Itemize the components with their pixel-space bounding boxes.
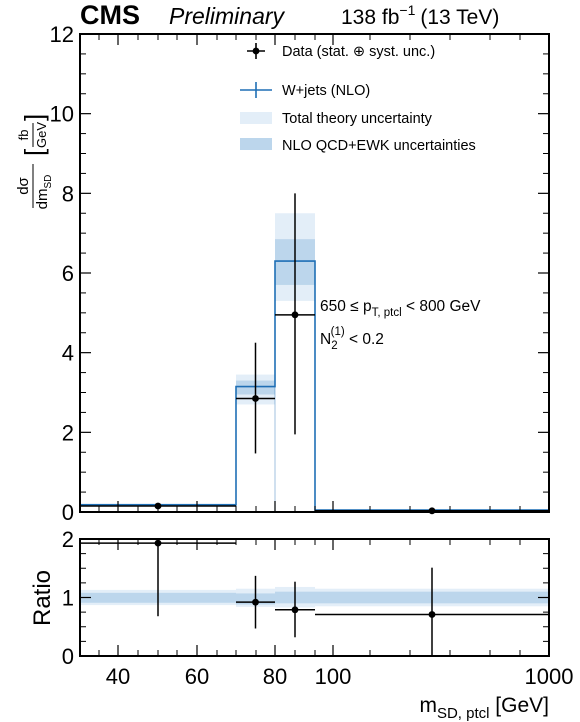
lumi-label: 138 fb−1 (13 TeV) <box>341 2 499 29</box>
legend-data-marker <box>247 43 265 59</box>
data-point <box>291 311 299 319</box>
data-point <box>428 507 436 515</box>
ratio-x-ticks: 40 60 80 100 1000 <box>98 539 574 689</box>
y-tick-label: 8 <box>62 181 74 206</box>
ratio-y-tick-label: 0 <box>62 644 74 669</box>
legend: Data (stat. ⊕ syst. unc.) W+jets (NLO) T… <box>240 43 476 154</box>
main-x-ticks <box>98 34 550 512</box>
main-y-ticks: 0 2 4 6 8 10 12 <box>50 22 549 525</box>
legend-mc-label: W+jets (NLO) <box>282 83 370 99</box>
svg-text:[: [ <box>19 148 49 156</box>
legend-theory-label: Total theory uncertainty <box>282 111 433 127</box>
y-tick-label: 10 <box>50 102 74 127</box>
ratio-point <box>428 611 436 618</box>
ratio-y-tick-label: 2 <box>62 527 74 552</box>
ratio-panel: 0 1 2 40 60 80 100 1000 <box>62 527 574 689</box>
lumi-value: 138 fb <box>341 6 399 29</box>
y-tick-label: 6 <box>62 261 74 286</box>
x-tick-label: 100 <box>315 664 352 689</box>
preliminary-label: Preliminary <box>169 3 286 29</box>
svg-text:fb: fb <box>16 130 31 141</box>
energy-label: (13 TeV) <box>420 6 499 29</box>
svg-text:dσ: dσ <box>15 176 32 194</box>
ratio-y-tick-label: 1 <box>62 586 74 611</box>
x-tick-label: 40 <box>106 664 130 689</box>
n2-selection-label: N2(1) < 0.2 <box>320 326 384 352</box>
ratio-data-points <box>80 539 549 656</box>
legend-qcdewk-swatch <box>240 138 272 150</box>
lumi-exp: −1 <box>399 2 415 18</box>
ratio-bands <box>80 586 549 608</box>
svg-text:dmSD: dmSD <box>34 175 54 210</box>
cms-label: CMS <box>80 0 140 30</box>
ratio-point <box>291 606 299 614</box>
legend-mc-marker <box>240 82 272 98</box>
ratio-y-ticks: 0 1 2 <box>62 527 549 669</box>
svg-text:GeV: GeV <box>34 122 49 148</box>
x-axis-label: mSD, ptcl [GeV] <box>419 694 549 722</box>
y-tick-label: 2 <box>62 420 74 445</box>
legend-qcdewk-label: NLO QCD+EWK uncertainties <box>282 138 476 154</box>
legend-data-label: Data (stat. ⊕ syst. unc.) <box>282 44 435 60</box>
legend-theory-swatch <box>240 112 272 124</box>
main-y-axis-label: dσ dmSD [ fb GeV ] <box>15 114 54 210</box>
ratio-point <box>252 598 259 606</box>
y-tick-label: 0 <box>62 500 74 525</box>
svg-text:]: ] <box>19 114 49 121</box>
pt-selection-label: 650 ≤ pT, ptcl < 800 GeV <box>320 298 481 319</box>
x-tick-label: 1000 <box>525 664 574 689</box>
y-tick-label: 12 <box>50 22 74 47</box>
data-point <box>252 395 259 402</box>
main-panel: 0 2 4 6 8 10 12 <box>50 22 550 525</box>
ratio-y-axis-label: Ratio <box>29 570 56 626</box>
x-tick-label: 80 <box>263 664 287 689</box>
x-tick-label: 60 <box>185 664 209 689</box>
y-tick-label: 4 <box>62 341 74 366</box>
